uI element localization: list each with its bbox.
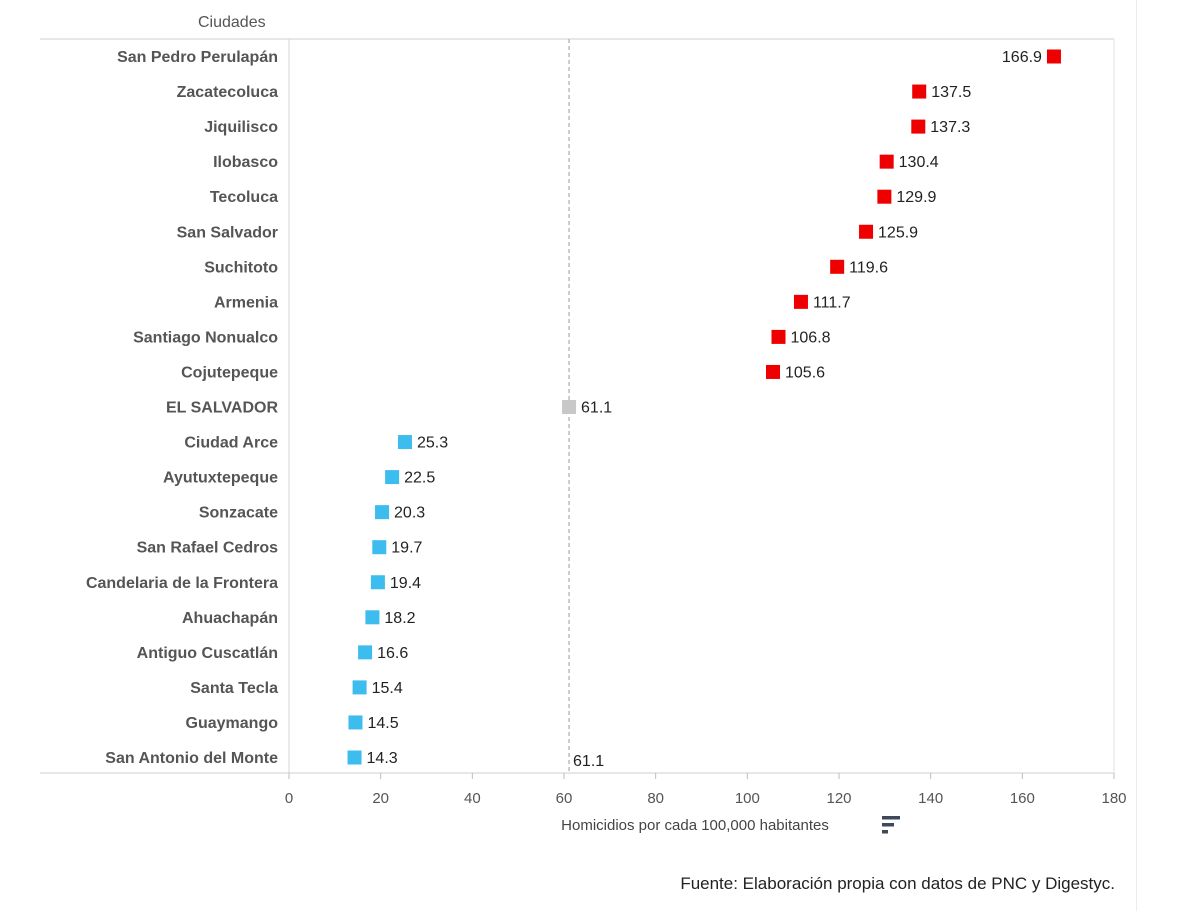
x-tick-label: 140 [918,790,943,807]
data-point-marker [830,259,845,274]
category-label: Tecoluca [210,189,278,206]
category-label: Antiguo Cuscatlán [137,645,278,662]
data-label: 14.5 [367,715,398,732]
source-note: Fuente: Elaboración propia con datos de … [680,874,1115,893]
data-label: 129.9 [896,189,936,206]
x-tick-label: 120 [826,790,851,807]
data-point-marker [358,645,373,660]
category-label: Jiquilisco [204,119,278,136]
data-point-marker [370,575,385,590]
data-label: 19.7 [391,540,422,557]
data-point-marker [766,364,780,379]
data-point-marker [372,540,387,555]
category-label: Suchitoto [204,259,278,276]
category-label: Zacatecoluca [177,84,278,101]
data-label: 20.3 [394,505,425,522]
data-point-marker [859,224,874,239]
category-label: Sonzacate [199,505,278,522]
data-label: 105.6 [785,364,825,381]
data-label: 18.2 [384,610,415,627]
x-tick-label: 100 [735,790,760,807]
data-point-marker [347,750,362,765]
data-label: 19.4 [390,575,421,592]
category-label: Ahuachapán [182,610,278,627]
data-point-marker [793,294,808,309]
data-point-marker [1046,49,1061,64]
data-label: 166.9 [1002,49,1042,66]
row-header: Ciudades [198,14,266,31]
reference-line-label: 61.1 [573,753,604,770]
data-point-marker [912,84,927,99]
category-label: Ilobasco [213,154,278,171]
data-label: 106.8 [791,329,831,346]
data-label: 25.3 [417,435,448,452]
data-point-marker [365,610,380,625]
category-label: San Salvador [177,224,278,241]
category-label: Ciudad Arce [184,435,278,452]
data-point-marker [352,680,367,695]
x-tick-label: 180 [1101,790,1126,807]
category-label: Cojutepeque [181,364,278,381]
category-label: Santa Tecla [190,680,278,697]
data-label: 61.1 [581,400,612,417]
category-label: Ayutuxtepeque [163,470,278,487]
data-label: 125.9 [878,224,918,241]
category-label: San Rafael Cedros [137,540,278,557]
x-tick-label: 0 [285,790,293,807]
data-label: 22.5 [404,470,435,487]
category-label: Candelaria de la Frontera [86,575,278,592]
category-label: Santiago Nonualco [133,329,278,346]
data-label: 15.4 [372,680,403,697]
data-label: 130.4 [899,154,939,171]
data-point-marker [877,189,892,204]
data-label: 137.3 [930,119,970,136]
data-point-marker [375,505,390,520]
data-point-marker [385,470,400,485]
category-label: San Pedro Perulapán [117,49,278,66]
category-label: Armenia [214,294,278,311]
sort-descending-icon[interactable] [882,816,900,834]
x-tick-label: 80 [647,790,664,807]
data-point-marker [771,329,786,344]
data-label: 16.6 [377,645,408,662]
data-point-marker [879,154,894,169]
data-label: 111.7 [813,294,851,311]
x-tick-label: 20 [372,790,389,807]
data-point-marker [348,715,363,730]
x-tick-label: 40 [464,790,481,807]
data-label: 14.3 [367,750,398,767]
category-label: San Antonio del Monte [105,750,278,767]
x-tick-label: 60 [556,790,573,807]
category-label: EL SALVADOR [166,400,278,417]
data-point-marker [397,435,412,450]
data-point-marker [911,119,926,134]
data-label: 119.6 [849,259,888,276]
data-point-marker [562,400,577,414]
data-label: 137.5 [931,84,971,101]
x-tick-label: 160 [1010,790,1035,807]
right-divider [1136,0,1137,911]
x-axis-title: Homicidios por cada 100,000 habitantes [561,817,829,834]
category-label: Guaymango [186,715,279,732]
